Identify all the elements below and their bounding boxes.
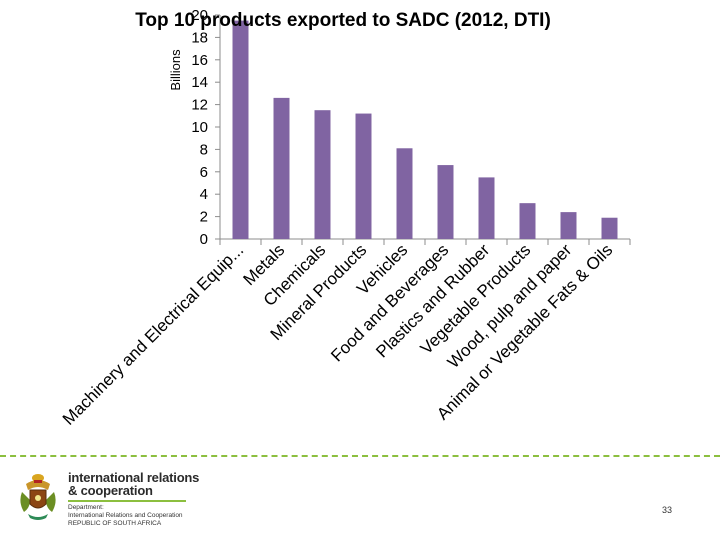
bar (601, 217, 618, 239)
bar (232, 20, 249, 239)
logo-accent-bar (68, 500, 186, 502)
bar (437, 165, 454, 239)
bar (273, 97, 290, 239)
bar (478, 177, 495, 239)
dirco-logo: international relations & cooperation De… (10, 468, 210, 528)
y-tick-label: 8 (200, 141, 208, 158)
y-tick-label: 4 (200, 186, 208, 203)
dept-name: International Relations and Cooperation (68, 512, 183, 519)
y-tick-label: 18 (191, 29, 208, 46)
y-tick-label: 6 (200, 164, 208, 181)
country-name: REPUBLIC OF SOUTH AFRICA (68, 520, 162, 527)
bar (560, 212, 577, 239)
bar (314, 110, 331, 239)
bar (519, 203, 536, 239)
y-tick-label: 2 (200, 209, 208, 226)
page-number: 33 (662, 505, 673, 515)
y-tick-label: 20 (191, 7, 208, 24)
brand-name-line2: & cooperation (68, 483, 153, 498)
coat-of-arms-icon (20, 474, 56, 520)
y-tick-label: 14 (191, 74, 208, 91)
y-tick-label: 10 (191, 119, 208, 136)
bar-chart: 0 2 4 6 8 10 12 14 16 18 20 Billions Machinery and E… (59, 7, 631, 429)
chart-title: Top 10 products exported to SADC (2012, … (135, 10, 551, 31)
y-axis-label: Billions (168, 49, 183, 91)
y-tick-label: 12 (191, 97, 208, 114)
bar (355, 113, 372, 239)
brand-name-line1: international relations (68, 470, 200, 485)
footer-divider (0, 455, 720, 457)
y-tick-label: 0 (200, 231, 208, 248)
dept-label: Department: (68, 504, 104, 511)
y-tick-label: 16 (191, 52, 208, 69)
bar (396, 148, 413, 239)
x-category-label: Machinery and Electrical Equip... (59, 240, 247, 428)
